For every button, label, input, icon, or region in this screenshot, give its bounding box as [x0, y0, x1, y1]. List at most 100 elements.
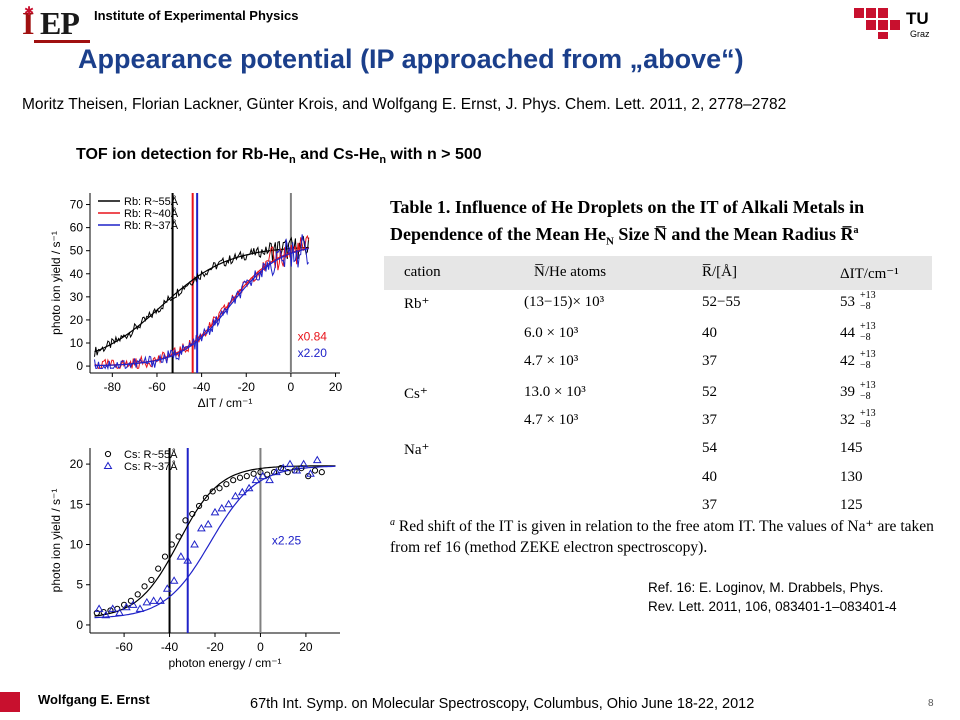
rb-ion-yield-chart: 0 10 20 30 40 50 60 70 -80 -60 -40 -20 0 20 ΔIT / cm⁻¹…: [49, 193, 343, 410]
legend-label: Cs: R~37Å: [124, 460, 178, 473]
data-point: [135, 604, 145, 612]
data-point: [224, 499, 234, 508]
subtitle: TOF ion detection for Rb-Hen and Cs-Hen …: [76, 146, 482, 167]
y-tick-label: 0: [76, 618, 83, 632]
data-point: [250, 470, 257, 477]
data-point: [318, 469, 325, 476]
cell-it-uncertainty: +13 −8: [860, 321, 876, 343]
data-point: [196, 523, 206, 532]
x-tick-label: -40: [193, 380, 211, 394]
cell-size: 6.0 × 10³: [524, 325, 579, 341]
legend-label: Rb: R~37Å: [124, 219, 179, 232]
table-header: cation N̅/He atoms R̅/[Å] ΔIT/cm⁻¹: [384, 256, 932, 290]
y-tick-label: 15: [70, 497, 84, 511]
data-point: [161, 553, 169, 560]
cell-it-uncertainty: +13 −8: [860, 290, 876, 312]
cell-cation: Na⁺: [404, 442, 430, 458]
cell-radius: 40: [702, 469, 717, 485]
header-n: N̅/He atoms: [534, 264, 607, 280]
scale-annotation: x2.25: [272, 534, 302, 548]
table-row: 6.0 × 10³ 40 44 +13 −8: [384, 321, 932, 353]
cell-it-uncertainty: +13 −8: [860, 349, 876, 371]
data-point: [306, 469, 315, 477]
data-point: [189, 510, 196, 518]
cell-radius: 40: [702, 325, 717, 341]
table-row: 4.7 × 10³ 37 42 +13 −8: [384, 349, 932, 381]
data-point: [202, 494, 210, 501]
series-fit: [94, 465, 336, 617]
data-point: [243, 473, 250, 480]
x-tick-label: -60: [115, 640, 133, 654]
data-point: [231, 491, 240, 500]
cell-cation: Cs⁺: [404, 386, 428, 402]
data-point: [236, 474, 244, 481]
data-point: [183, 556, 193, 564]
table-row: Rb⁺ (13−15)× 10³ 52−55 53 +13 −8: [384, 290, 932, 322]
data-point: [264, 471, 271, 478]
legend-label: Cs: R~55Å: [124, 448, 178, 461]
footer-brand-square: [0, 692, 20, 712]
cell-it: 39: [840, 384, 855, 400]
x-tick-label: 0: [288, 380, 295, 394]
data-point: [195, 502, 203, 510]
series-line: [94, 235, 310, 357]
data-point: [168, 541, 175, 548]
data-point: [265, 475, 274, 484]
data-point: [148, 576, 155, 584]
y-tick-label: 10: [70, 336, 84, 350]
results-table: Table 1. Influence of He Droplets on the…: [384, 190, 944, 565]
data-point: [107, 607, 114, 614]
header-cation: cation: [404, 264, 441, 280]
scale-annotation: x2.20: [298, 346, 328, 360]
y-tick-label: 50: [70, 244, 84, 258]
data-point: [298, 465, 305, 472]
header-it: ΔIT/cm⁻¹: [840, 266, 899, 282]
footer-author: Wolfgang E. Ernst: [38, 692, 150, 707]
scale-annotation: x0.84: [298, 330, 328, 344]
cell-it: 53: [840, 294, 855, 310]
page-title: Appearance potential (IP approached from…: [78, 44, 744, 74]
legend-label: Rb: R~40Å: [124, 207, 179, 220]
data-point: [285, 459, 295, 468]
table-row: Na⁺ 54 145: [384, 440, 932, 468]
y-tick-label: 20: [70, 457, 84, 471]
cell-it: 125: [840, 497, 863, 513]
data-point: [258, 471, 268, 480]
x-tick-label: 20: [299, 640, 313, 654]
data-point: [155, 565, 162, 572]
x-tick-label: -20: [238, 380, 256, 394]
cell-it: 130: [840, 469, 863, 485]
data-point: [169, 576, 179, 584]
x-tick-label: -40: [161, 640, 179, 654]
reference-16: Ref. 16: E. Loginov, M. Drabbels, Phys. …: [648, 580, 897, 614]
data-point: [203, 519, 213, 528]
cell-radius: 37: [702, 353, 717, 369]
cell-it-uncertainty: +13 −8: [860, 408, 876, 430]
y-axis-label: photo ion yield / s⁻¹: [49, 489, 63, 593]
cell-cation: Rb⁺: [404, 296, 430, 312]
data-point: [244, 483, 254, 492]
page-number: 8: [928, 698, 934, 709]
x-tick-label: -60: [148, 380, 166, 394]
svg-text:TU: TU: [906, 9, 929, 28]
logo-star-icon: ✱: [24, 4, 35, 18]
y-tick-label: 60: [70, 221, 84, 235]
table-row: 4.7 × 10³ 37 32 +13 −8: [384, 408, 932, 440]
data-point: [299, 459, 309, 468]
data-point: [257, 469, 264, 476]
legend-label: Rb: R~55Å: [124, 195, 179, 208]
cell-radius: 52: [702, 384, 717, 400]
table-caption: Table 1. Influence of He Droplets on the…: [390, 197, 865, 248]
data-point: [209, 488, 216, 495]
data-point: [121, 602, 131, 611]
data-point: [127, 597, 135, 604]
data-point: [182, 517, 189, 524]
y-tick-label: 40: [70, 267, 84, 281]
data-point: [284, 469, 291, 476]
x-tick-label: -80: [104, 380, 122, 394]
data-point: [156, 596, 165, 604]
data-point: [223, 481, 230, 488]
header-r: R̅/[Å]: [702, 264, 737, 280]
data-point: [230, 477, 237, 484]
legend-swatch: [104, 450, 112, 458]
